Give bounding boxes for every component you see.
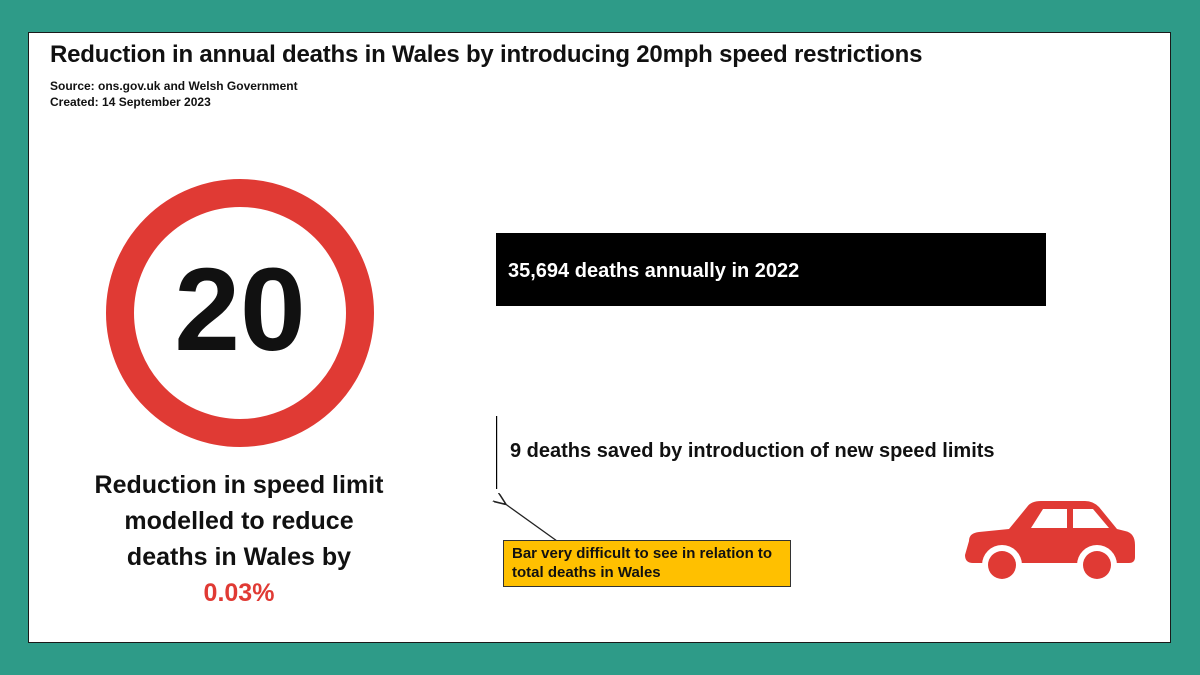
caption-percent: 0.03% bbox=[203, 579, 275, 607]
bar-total-deaths bbox=[496, 233, 1046, 306]
annotation-arrow bbox=[504, 503, 558, 542]
bar-label-deaths-saved: 9 deaths saved by introduction of new sp… bbox=[510, 440, 995, 462]
chart-title: Reduction in annual deaths in Wales by i… bbox=[50, 41, 923, 68]
sign-number: 20 bbox=[174, 244, 305, 376]
bar-chart: 35,694 deaths annually in 2022 9 deaths … bbox=[29, 233, 1046, 542]
reduction-caption: Reduction in speed limit modelled to red… bbox=[89, 467, 389, 611]
infographic-panel: Reduction in annual deaths in Wales by i… bbox=[28, 32, 1171, 643]
bar-deaths-saved bbox=[496, 416, 498, 489]
caption-text: Reduction in speed limit modelled to red… bbox=[94, 471, 384, 571]
speed-limit-sign-icon: 20 bbox=[106, 179, 374, 447]
source-text: Source: ons.gov.uk and Welsh Government bbox=[50, 79, 298, 93]
bar-label-total-deaths: 35,694 deaths annually in 2022 bbox=[508, 260, 799, 282]
created-date: Created: 14 September 2023 bbox=[50, 95, 211, 109]
sign-ring bbox=[106, 179, 374, 447]
annotation-note: Bar very difficult to see in relation to… bbox=[503, 540, 791, 587]
car-icon bbox=[965, 501, 1135, 585]
